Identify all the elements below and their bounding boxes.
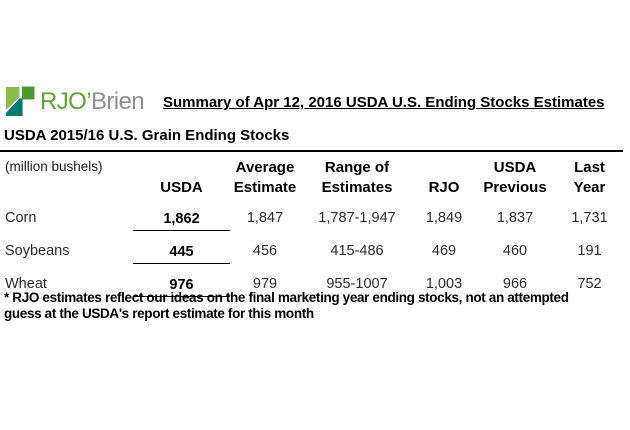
rjo-value: 1,849 <box>425 210 463 226</box>
footnote-line-2: guess at the USDA's report estimate for … <box>4 306 314 321</box>
col-last-year-line1: Last <box>574 159 605 176</box>
rjo-footnote: * RJO estimates reflect our ideas on the… <box>4 290 569 322</box>
brand-text-rjo: RJO’ <box>40 87 92 115</box>
avg-estimate-value: 1,847 <box>246 210 284 226</box>
range-value: 955-1007 <box>326 276 388 292</box>
col-range-line1: Range of <box>324 159 390 176</box>
last-year-value: 1,731 <box>571 210 608 226</box>
row-label: Soybeans <box>5 243 70 259</box>
footnote-line-1: * RJO estimates reflect our ideas on the… <box>4 290 569 305</box>
col-rjo-line2: RJO <box>428 179 460 196</box>
brand-wordmark: RJO’Brien <box>40 87 145 117</box>
range-value: 1,787-1,947 <box>318 210 396 226</box>
col-average-estimate-line1: Average <box>235 159 295 176</box>
section-title: USDA 2015/16 U.S. Grain Ending Stocks <box>4 127 290 144</box>
avg-estimate-value: 456 <box>252 243 278 259</box>
col-average-estimate-line2: Estimate <box>233 179 297 196</box>
rjobrien-flag-icon <box>6 86 35 116</box>
table-row-wheat: Wheat 976 979 955-1007 1,003 966 752 <box>0 263 623 297</box>
unit-label: (million bushels) <box>5 159 103 174</box>
usda-value: 1,862 <box>133 196 230 231</box>
usda-value: 445 <box>133 230 230 264</box>
col-usda-line2: USDA <box>160 179 203 196</box>
table-header: (million bushels) Average Range of USDA … <box>0 151 623 196</box>
col-rjo-line1 <box>414 151 474 176</box>
last-year-value: 752 <box>577 276 602 292</box>
table-body: Corn 1,862 1,847 1,787-1,947 1,849 1,837… <box>0 196 623 297</box>
col-usda-previous-line1: USDA <box>493 159 537 176</box>
usda-previous-value: 1,837 <box>496 210 534 226</box>
usda-previous-value: 966 <box>502 276 528 292</box>
header-row-line2: USDA Estimate Estimates RJO Previous Yea… <box>0 176 623 196</box>
usda-previous-value: 460 <box>502 243 528 259</box>
brand-text-brien: Brien <box>90 87 145 115</box>
header-row-line1: (million bushels) Average Range of USDA … <box>0 151 623 176</box>
col-usda-previous-line2: Previous <box>483 179 547 196</box>
avg-estimate-value: 979 <box>252 276 278 292</box>
row-label: Wheat <box>5 276 47 292</box>
rjo-value: 1,003 <box>425 276 463 292</box>
row-label: Corn <box>5 210 37 226</box>
col-last-year-line2: Year <box>573 179 606 196</box>
col-usda-line1 <box>133 151 230 176</box>
ending-stocks-table: (million bushels) Average Range of USDA … <box>0 150 623 297</box>
rjo-value: 469 <box>431 243 457 259</box>
range-value: 415-486 <box>330 243 384 259</box>
usda-value: 976 <box>133 263 230 297</box>
rjobrien-logo: RJO’Brien <box>6 86 145 117</box>
table-row-soybeans: Soybeans 445 456 415-486 469 460 191 <box>0 230 623 264</box>
summary-title: Summary of Apr 12, 2016 USDA U.S. Ending… <box>163 94 605 111</box>
table-row-corn: Corn 1,862 1,847 1,787-1,947 1,849 1,837… <box>0 196 623 231</box>
col-range-line2: Estimates <box>321 179 393 196</box>
last-year-value: 191 <box>577 243 602 259</box>
